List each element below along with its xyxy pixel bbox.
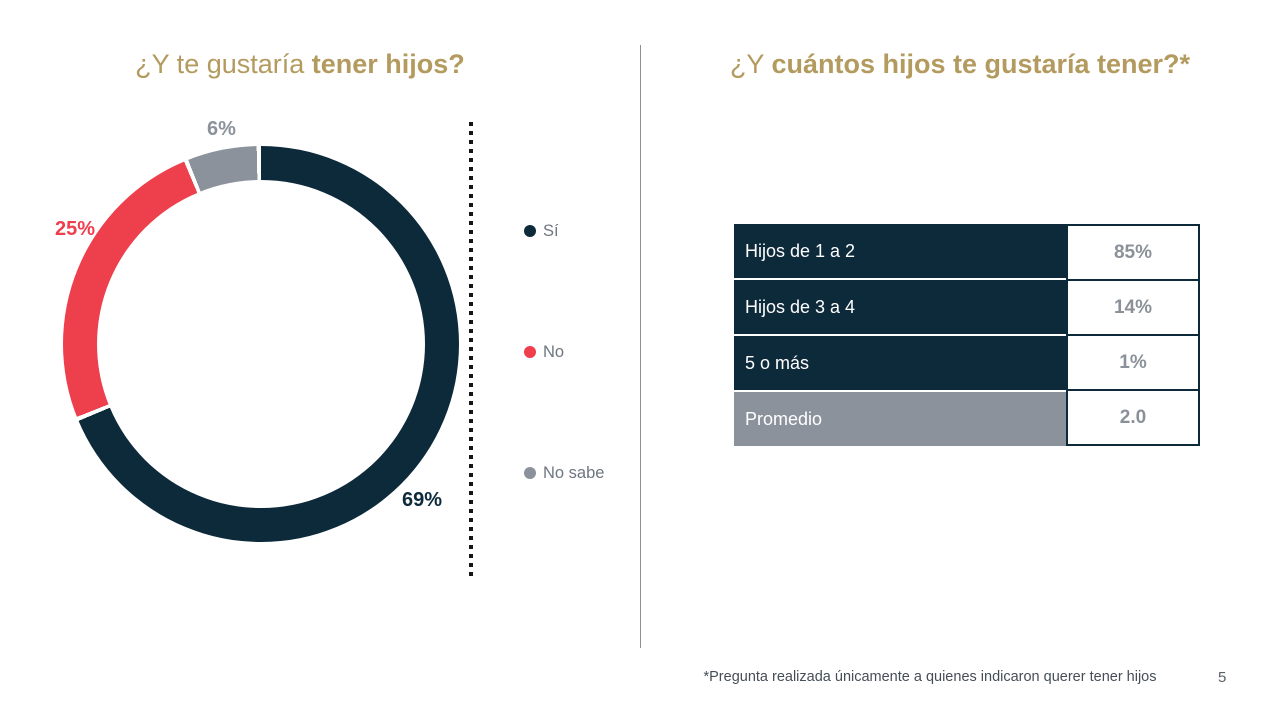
legend-item-no-sabe: No sabe (524, 463, 604, 483)
legend-item-no: No (524, 342, 564, 362)
footnote: *Pregunta realizada únicamente a quienes… (703, 669, 1157, 685)
table-row-value: 85% (1066, 224, 1200, 281)
table-row-label: 5 o más (734, 336, 1066, 390)
page-number: 5 (1218, 669, 1227, 686)
right-title-regular: ¿Y (729, 49, 772, 79)
table-value-column: 85% 14% 1% 2.0 (1066, 224, 1200, 446)
table-row-label: Hijos de 3 a 4 (734, 280, 1066, 334)
left-title-regular: ¿Y te gustaría (135, 49, 312, 79)
donut-hole (97, 180, 425, 508)
table-row-value: 1% (1066, 334, 1200, 391)
dotted-separator-line (469, 122, 473, 580)
right-chart-title: ¿Y cuántos hijos te gustaría tener?* (650, 48, 1270, 80)
right-title-bold: cuántos hijos te gustaría tener?* (771, 49, 1191, 79)
table-row-value: 14% (1066, 279, 1200, 336)
donut-label-si: 69% (402, 489, 443, 511)
legend-label-no-sabe: No sabe (543, 463, 605, 482)
donut-label-no-sabe: 6% (207, 118, 236, 140)
center-divider-line (640, 45, 641, 648)
left-title-bold: tener hijos? (311, 49, 465, 79)
legend-dot-no-sabe (524, 467, 536, 479)
table-row-value: 2.0 (1066, 389, 1200, 446)
donut-chart (63, 146, 459, 542)
legend-label-si: Sí (543, 221, 559, 240)
table-row-label: Promedio (734, 392, 1066, 446)
legend-dot-no (524, 346, 536, 358)
legend-item-si: Sí (524, 221, 559, 241)
donut-label-no: 25% (55, 218, 96, 240)
legend-dot-si (524, 225, 536, 237)
table-row-label: Hijos de 1 a 2 (734, 224, 1066, 278)
left-chart-title: ¿Y te gustaría tener hijos? (0, 48, 600, 80)
legend-label-no: No (543, 342, 565, 361)
